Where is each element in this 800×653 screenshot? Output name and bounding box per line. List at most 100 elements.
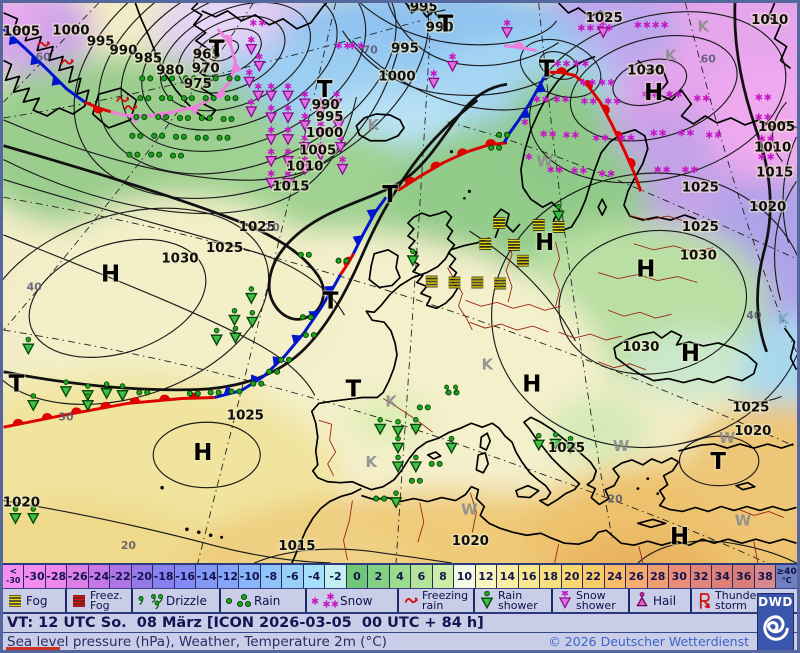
- pressure-label: 975: [184, 77, 212, 92]
- graticule-label: 20: [121, 539, 137, 552]
- pressure-label: 1015: [278, 539, 315, 554]
- scale-cell--8: -8: [260, 565, 283, 588]
- warm-front-glyph: [71, 407, 82, 414]
- pressure-label: 995: [87, 35, 115, 50]
- scale-cell-26: 26: [626, 565, 648, 588]
- pressure-center-T: T: [9, 372, 25, 398]
- scale-cell-12: 12: [475, 565, 498, 588]
- scale-cell-32: 32: [690, 565, 712, 588]
- scale-cell-28: 28: [647, 565, 670, 588]
- pressure-label: 1030: [627, 63, 664, 78]
- graticule-label: 20: [608, 493, 624, 506]
- scale-cell--22: -22: [110, 565, 132, 588]
- thunder-icon: [699, 592, 710, 609]
- legend-label: Freez. Fog: [90, 588, 123, 612]
- weather-map: 1005 1000 995 990 985 980 975 970 965 995 990 995 10…: [3, 3, 797, 563]
- small-islands: [160, 150, 660, 539]
- pressure-label: 1025: [206, 241, 243, 256]
- warm-front-glyph: [457, 148, 468, 157]
- pressure-label: 1030: [622, 340, 659, 355]
- occluded-front-glyph: [223, 34, 233, 45]
- warm-front-glyph: [601, 104, 610, 115]
- scale-cell-18: 18: [540, 565, 562, 588]
- legend-item-fzfog: Freez. Fog: [65, 589, 131, 612]
- occluded-front-glyph: [187, 105, 200, 116]
- pressure-label: 1025: [732, 400, 769, 415]
- scale-cell--12: -12: [217, 565, 240, 588]
- graticule-label: 70: [363, 44, 379, 57]
- legend-item-sshwr: Snow shower: [551, 589, 628, 612]
- scale-cell-<-30: < -30: [3, 565, 25, 588]
- pressure-label: 985: [134, 51, 162, 66]
- scale-cell-2: 2: [368, 565, 390, 588]
- pressure-label: 1020: [3, 496, 40, 511]
- scale-cell--24: -24: [88, 565, 111, 588]
- pressure-label: 1015: [272, 179, 309, 194]
- pressure-center-T: T: [539, 56, 555, 82]
- airmass-label: W: [613, 437, 629, 455]
- scale-cell-≥40°C: ≥40 °C: [776, 565, 797, 588]
- scale-cell--16: -16: [174, 565, 197, 588]
- subtitle-row: Sea level pressure (hPa), Weather, Tempe…: [3, 633, 797, 650]
- pressure-center-H: H: [535, 230, 554, 256]
- pressure-label: 1025: [239, 220, 276, 235]
- cold-front-glyph: [366, 208, 377, 220]
- graticule-label: 60: [701, 52, 717, 65]
- map-canvas: 1005 100099599098598097597096599599099510…: [3, 3, 797, 563]
- cold-front-glyph: [535, 82, 547, 93]
- pressure-label: 1025: [682, 180, 719, 195]
- pressure-center-H: H: [670, 524, 689, 550]
- cold-front-glyph: [51, 75, 62, 86]
- pressure-label: 1020: [734, 424, 771, 439]
- scale-cell-4: 4: [389, 565, 412, 588]
- cold-front-glyph: [30, 54, 41, 66]
- bottom-red-strip: [6, 647, 60, 650]
- warm-front-glyph: [41, 413, 53, 420]
- legend-item-rshwr: Rain shower: [473, 589, 551, 612]
- legend-label: Rain shower: [498, 588, 538, 612]
- fzfog-icon: [71, 594, 87, 607]
- pressure-label: 1000: [306, 126, 343, 141]
- scale-cell-20: 20: [561, 565, 584, 588]
- scale-cell--6: -6: [282, 565, 304, 588]
- legend-label: Snow: [340, 593, 373, 608]
- scale-cell--18: -18: [153, 565, 175, 588]
- scale-cell-24: 24: [604, 565, 627, 588]
- divider: [3, 612, 797, 614]
- warm-front-glyph: [100, 401, 112, 409]
- pressure-center-H: H: [101, 262, 120, 288]
- scale-cell-38: 38: [754, 565, 777, 588]
- pressure-label: 1020: [749, 200, 786, 215]
- cold-front-glyph: [520, 108, 531, 119]
- pressure-label: 1015: [756, 165, 793, 180]
- fog-icon: [7, 594, 23, 607]
- scale-cell--10: -10: [239, 565, 261, 588]
- cold-front-glyph: [308, 311, 319, 321]
- pressure-label: 1000: [52, 24, 89, 39]
- pressure-center-H: H: [681, 341, 700, 367]
- occluded-front-glyph: [215, 88, 226, 99]
- dwd-spiral-icon: [762, 615, 789, 641]
- pressure-label: 1005: [758, 120, 795, 135]
- warm-front-glyph: [485, 139, 497, 146]
- pressure-center-H: H: [636, 257, 655, 283]
- graticule-label: 40: [746, 309, 762, 322]
- pressure-label: 990: [312, 98, 340, 113]
- legend-label: Snow shower: [576, 588, 616, 612]
- warm-front: [546, 70, 643, 192]
- cold-front-glyph: [352, 235, 363, 246]
- rain-icon: [224, 591, 252, 611]
- warm-front-glyph: [627, 158, 636, 169]
- pressure-label: 1030: [680, 249, 717, 264]
- scale-cell--2: -2: [325, 565, 347, 588]
- airmass-label: K: [698, 18, 710, 36]
- airmass-label: W: [735, 511, 751, 529]
- pressure-center-T: T: [710, 449, 726, 475]
- warm-front-glyph: [556, 67, 567, 74]
- legend-item-snow: Snow: [305, 589, 397, 612]
- pressure-label: 1000: [378, 69, 415, 84]
- warm-front-glyph: [93, 105, 104, 114]
- warm-front-glyph: [12, 418, 24, 426]
- scale-cell-16: 16: [518, 565, 541, 588]
- warm-front: [397, 141, 508, 192]
